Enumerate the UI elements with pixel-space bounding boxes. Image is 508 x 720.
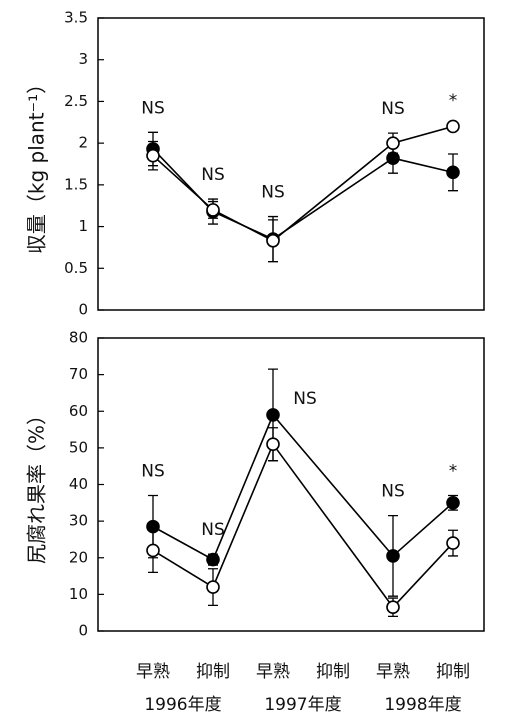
x-tick-label: 抑制	[316, 662, 350, 682]
y-axis-label: 尻腐れ果率（%）	[25, 405, 49, 564]
marker	[266, 408, 280, 422]
y-tick-label: 2.5	[64, 92, 88, 110]
plot-frame	[97, 17, 485, 311]
marker	[206, 203, 220, 217]
marker	[386, 549, 400, 563]
x-tick-label: 抑制	[196, 662, 230, 682]
y-tick-label: 3	[78, 50, 88, 68]
annotation: NS	[293, 389, 317, 409]
y-tick-label: 20	[69, 548, 88, 566]
marker	[266, 437, 280, 452]
y-tick-label: 60	[69, 402, 88, 420]
y-tick-label: 1	[78, 217, 88, 235]
marker	[446, 165, 460, 180]
y-tick-label: 0.5	[64, 259, 88, 277]
y-tick-label: 50	[69, 438, 88, 456]
series-line	[152, 148, 454, 241]
marker	[386, 136, 400, 150]
y-tick-label: 0	[78, 301, 88, 319]
annotation: NS	[261, 183, 285, 203]
x-tick-label: 早熟	[376, 661, 410, 682]
series-line	[152, 125, 454, 242]
y-axis-label: 収量（kg plant⁻¹）	[25, 74, 49, 254]
y-tick-label: 1.5	[64, 175, 88, 193]
annotation: NS	[141, 461, 165, 481]
annotation: *	[449, 461, 458, 481]
annotation: NS	[201, 520, 225, 540]
series-line	[152, 413, 454, 561]
marker	[206, 552, 220, 567]
y-tick-label: 70	[69, 365, 88, 383]
annotation: NS	[381, 99, 405, 119]
plot-frame	[97, 337, 485, 632]
y-tick-label: 80	[69, 329, 88, 347]
marker	[146, 543, 160, 558]
marker	[266, 233, 280, 248]
y-tick-label: 10	[69, 585, 88, 603]
x-tick-label: 抑制	[436, 662, 470, 682]
series-line	[152, 442, 454, 609]
y-tick-label: 2	[78, 134, 88, 152]
marker	[446, 119, 460, 134]
group-label: 1998年度	[384, 695, 461, 715]
annotation: NS	[141, 98, 165, 118]
marker	[386, 600, 400, 614]
y-tick-label: 30	[69, 512, 88, 530]
annotation: NS	[201, 165, 225, 185]
annotation: NS	[381, 482, 405, 502]
y-tick-label: 0	[78, 622, 88, 640]
x-tick-label: 早熟	[136, 661, 170, 682]
annotation: *	[449, 91, 458, 111]
marker	[386, 151, 400, 165]
marker	[206, 580, 220, 594]
marker	[146, 519, 160, 534]
y-tick-label: 40	[69, 475, 88, 493]
group-label: 1996年度	[144, 695, 221, 715]
group-label: 1997年度	[264, 695, 341, 715]
y-tick-label: 3.5	[64, 9, 88, 27]
marker	[146, 148, 160, 163]
marker	[446, 536, 460, 550]
marker	[446, 496, 460, 510]
x-tick-label: 早熟	[256, 661, 290, 682]
